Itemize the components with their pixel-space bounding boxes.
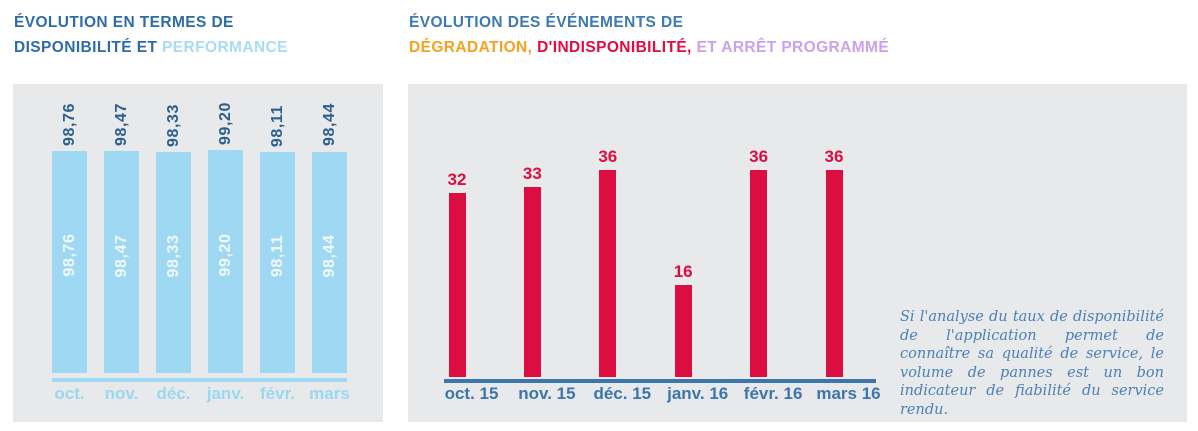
bar-value-label: 36 xyxy=(749,147,769,166)
x-axis-tick-label: janv. xyxy=(206,384,245,403)
analysis-note-text: Si l'analyse du taux de disponibilité de… xyxy=(900,309,1164,418)
availability-column: 98,47 98,47 nov. xyxy=(104,84,139,422)
x-axis-tick-label: févr. xyxy=(260,384,295,403)
bar-value-inside-label: 98,47 xyxy=(112,234,130,278)
events-bar xyxy=(750,170,768,377)
title-segment-disponibilite: DISPONIBILITÉ ET xyxy=(14,39,158,56)
x-axis-tick-label: mars 16 xyxy=(816,384,881,403)
availability-bar: 98,76 xyxy=(52,150,87,373)
availability-chart-panel: 98,76 98,76 oct. 98,47 98,47 nov. 98,33 98,33 dé… xyxy=(13,84,383,422)
availability-column: 99,20 99,20 janv. xyxy=(206,84,245,422)
x-axis-tick-label: janv. 16 xyxy=(667,384,729,403)
bar-value-label: 98,76 xyxy=(60,102,78,146)
events-chart-title: ÉVOLUTION DES ÉVÉNEMENTS DE DÉGRADATION,… xyxy=(409,10,889,60)
title-segment-evolution-evenements: ÉVOLUTION DES ÉVÉNEMENTS DE xyxy=(409,14,684,31)
events-bar xyxy=(825,170,843,377)
x-axis-tick-label: oct. 15 xyxy=(444,384,499,403)
x-axis-tick-label: févr. 16 xyxy=(743,384,803,403)
title-segment-arret-programme: ET ARRÊT PROGRAMMÉ xyxy=(696,39,890,56)
bar-value-inside-label: 99,20 xyxy=(216,233,234,277)
x-axis-tick-label: nov. 15 xyxy=(518,384,576,403)
bar-value-label: 98,11 xyxy=(268,105,286,148)
bar-value-label: 98,33 xyxy=(164,103,182,147)
availability-bar: 98,44 xyxy=(312,151,347,373)
availability-column: 98,11 98,11 févr. xyxy=(260,84,295,422)
bar-value-label: 33 xyxy=(522,164,542,184)
availability-chart-title: ÉVOLUTION EN TERMES DE DISPONIBILITÉ ET … xyxy=(14,10,288,60)
bar-value-inside-label: 98,33 xyxy=(164,234,182,278)
events-title-line2: DÉGRADATION, D'INDISPONIBILITÉ, ET ARRÊT… xyxy=(409,35,889,60)
events-bar xyxy=(448,193,466,377)
events-bar xyxy=(674,285,692,377)
bar-value-inside-label: 98,76 xyxy=(60,233,78,277)
availability-bar: 99,20 xyxy=(208,149,243,373)
events-title-line1: ÉVOLUTION DES ÉVÉNEMENTS DE xyxy=(409,10,889,35)
bar-value-inside-label: 98,11 xyxy=(268,234,286,278)
title-segment-evolution-termes: ÉVOLUTION EN TERMES DE xyxy=(14,14,234,31)
title-segment-performance: PERFORMANCE xyxy=(162,39,288,56)
bar-value-label: 36 xyxy=(824,147,844,166)
availability-column: 98,76 98,76 oct. xyxy=(52,84,87,422)
availability-column: 98,44 98,44 mars xyxy=(309,84,350,422)
x-axis-tick-label: mars xyxy=(309,384,350,403)
events-bar xyxy=(599,170,617,377)
bar-value-label: 32 xyxy=(447,170,467,189)
x-axis-tick-label: nov. xyxy=(104,384,139,403)
x-axis-tick-label: déc. 15 xyxy=(593,384,652,403)
bar-value-label: 98,47 xyxy=(112,103,130,147)
title-segment-indisponibilite: D'INDISPONIBILITÉ, xyxy=(537,39,692,56)
x-axis-tick-label: oct. xyxy=(54,384,85,403)
bar-value-label: 99,20 xyxy=(216,101,234,145)
x-axis-tick-label: déc. xyxy=(156,384,191,403)
title-segment-degradation: DÉGRADATION, xyxy=(409,39,533,56)
availability-x-axis-line xyxy=(52,378,347,382)
availability-bar: 98,33 xyxy=(156,151,191,373)
events-x-axis-line xyxy=(444,379,876,383)
availability-column: 98,33 98,33 déc. xyxy=(156,84,191,422)
availability-bar: 98,47 xyxy=(104,151,139,373)
availability-bar: 98,11 xyxy=(260,152,295,373)
bar-value-label: 36 xyxy=(598,147,618,166)
availability-title-line1: ÉVOLUTION EN TERMES DE xyxy=(14,10,288,35)
availability-title-line2: DISPONIBILITÉ ET PERFORMANCE xyxy=(14,35,288,60)
events-bar xyxy=(523,187,541,377)
bar-value-label: 16 xyxy=(673,262,693,281)
bar-value-inside-label: 98,44 xyxy=(320,234,338,278)
events-chart-panel: 32 oct. 15 33 nov. 15 36 déc. 15 16 janv. 16 36 f… xyxy=(408,84,1187,422)
bar-value-label: 98,44 xyxy=(320,103,338,147)
